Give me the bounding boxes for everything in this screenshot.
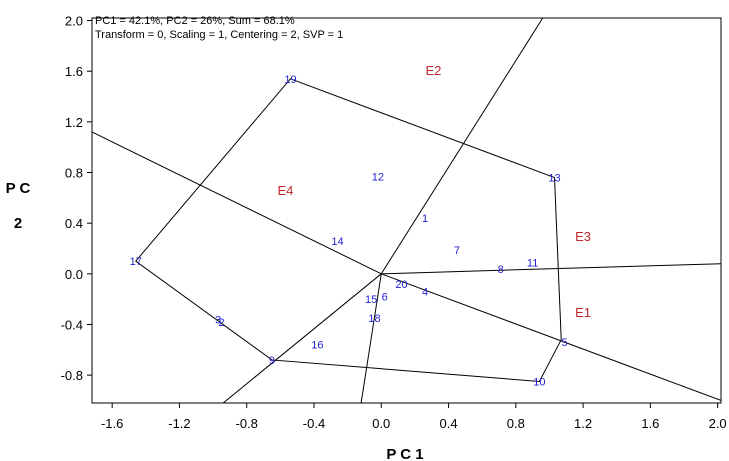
genotype-label-20: 20: [395, 279, 407, 291]
genotype-label-16: 16: [311, 340, 323, 352]
y-tick-label: 0.4: [65, 216, 83, 231]
plot-frame: [91, 17, 722, 404]
info-line-1: PC1 = 42.1%, PC2 = 26%, Sum = 68.1%: [95, 15, 295, 27]
x-tick-label: -0.4: [303, 416, 325, 431]
genotype-label-18: 18: [368, 313, 380, 325]
genotype-label-4: 4: [422, 287, 428, 299]
rays-layer: [92, 18, 721, 403]
genotype-label-6: 6: [382, 292, 388, 304]
x-tick-label: 2.0: [709, 416, 727, 431]
x-tick-label: 1.6: [641, 416, 659, 431]
x-tick-label: 0.4: [440, 416, 458, 431]
hull-polygon: [134, 78, 562, 382]
sector-ray: [381, 273, 721, 401]
y-tick-label: -0.8: [61, 368, 83, 383]
x-tick-label: 1.2: [574, 416, 592, 431]
genotype-label-1: 1: [422, 213, 428, 225]
environment-label-e3: E3: [575, 229, 591, 244]
info-line-2: Transform = 0, Scaling = 1, Centering = …: [95, 29, 343, 41]
sector-ray: [222, 273, 382, 403]
genotype-label-15: 15: [365, 294, 377, 306]
x-axis-title: P C 1: [386, 446, 423, 461]
genotype-label-7: 7: [454, 245, 460, 257]
genotype-label-9: 9: [269, 355, 275, 367]
y-tick-label: 1.6: [65, 64, 83, 79]
environment-label-e2: E2: [425, 63, 441, 78]
sector-ray: [360, 273, 382, 403]
y-tick-label: -0.4: [61, 317, 83, 332]
x-tick-label: 0.8: [507, 416, 525, 431]
genotype-label-17: 17: [130, 256, 142, 268]
environment-label-e1: E1: [575, 305, 591, 320]
environment-labels-layer: E1 E2 E3 E4: [277, 63, 591, 320]
y-tick-label: 0.8: [65, 166, 83, 181]
genotype-label-5: 5: [562, 337, 568, 349]
y-axis-title-line-1: P C: [6, 180, 31, 197]
x-axis: -1.6 -1.2 -0.8 -0.4 0.0 0.4 0.8 1.2 1.6 2.0: [101, 403, 727, 431]
y-tick-label: 1.2: [65, 115, 83, 130]
y-tick-label: 0.0: [65, 267, 83, 282]
genotype-label-2: 2: [218, 317, 224, 329]
y-axis-title: P C 2: [6, 180, 31, 232]
sector-ray: [380, 18, 544, 275]
genotype-label-3: 3: [215, 314, 221, 326]
sector-ray: [92, 131, 382, 275]
genotype-label-12: 12: [372, 171, 384, 183]
x-tick-label: -0.8: [236, 416, 258, 431]
info-text-block: PC1 = 42.1%, PC2 = 26%, Sum = 68.1% Tran…: [95, 15, 343, 41]
x-tick-label: 0.0: [372, 416, 390, 431]
genotype-label-10: 10: [533, 376, 545, 388]
y-tick-label: 2.0: [65, 14, 83, 29]
genotype-label-13: 13: [548, 173, 560, 185]
environment-label-e4: E4: [277, 183, 293, 198]
genotype-label-8: 8: [498, 264, 504, 276]
y-axis: -0.8 -0.4 0.0 0.4 0.8 1.2 1.6 2.0: [61, 14, 92, 383]
polygon-layer: [134, 78, 562, 382]
y-axis-title-line-2: 2: [14, 215, 22, 232]
x-tick-label: -1.6: [101, 416, 123, 431]
genotype-label-14: 14: [331, 236, 343, 248]
genotype-label-19: 19: [284, 74, 296, 86]
sector-ray: [381, 263, 721, 275]
genotype-label-11: 11: [527, 257, 538, 269]
x-tick-label: -1.2: [168, 416, 190, 431]
